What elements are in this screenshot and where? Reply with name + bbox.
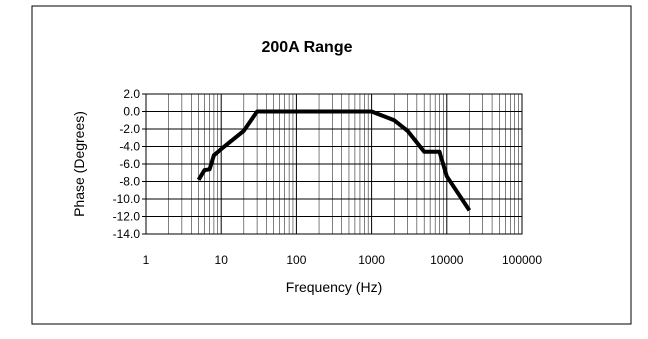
x-axis-ticks: 1 10 100 1000 10000 100000 <box>143 253 543 267</box>
series-line <box>196 109 472 212</box>
y-tick-label: -8.0 <box>119 175 140 189</box>
chart-frame <box>31 5 632 325</box>
y-tick-label: -6.0 <box>119 157 140 171</box>
x-tick-label: 10000 <box>430 253 464 267</box>
y-tick-label: 2.0 <box>123 87 140 101</box>
y-tick-label: -10.0 <box>113 192 141 206</box>
y-tick-label: -14.0 <box>113 227 141 241</box>
x-tick-label: 1 <box>143 253 150 267</box>
y-tick-label: -4.0 <box>119 140 140 154</box>
y-tick-label: 0.0 <box>123 105 140 119</box>
y-axis-label: Phase (Degrees) <box>71 111 87 217</box>
y-tick-label: -2.0 <box>119 122 140 136</box>
series-layer <box>196 109 472 212</box>
x-tick-label: 100 <box>286 253 306 267</box>
x-tick-label: 1000 <box>358 253 385 267</box>
x-tick-label: 10 <box>215 253 229 267</box>
chart-title: 200A Range <box>262 39 353 56</box>
x-tick-label: 100000 <box>502 253 542 267</box>
y-tick-label: -12.0 <box>113 210 141 224</box>
y-axis-ticks: 2.0 0.0 -2.0 -4.0 -6.0 -8.0 -10.0 -12.0 -14.0 <box>113 87 146 241</box>
x-axis-label: Frequency (Hz) <box>286 279 382 295</box>
